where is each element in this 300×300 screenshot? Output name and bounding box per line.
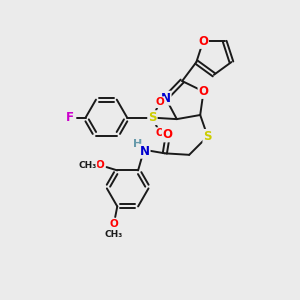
Text: O: O <box>96 160 104 170</box>
Text: F: F <box>66 111 74 124</box>
Text: N: N <box>161 92 171 105</box>
Text: O: O <box>155 97 164 107</box>
Text: S: S <box>203 130 212 143</box>
Text: O: O <box>199 85 208 98</box>
Text: O: O <box>163 128 173 141</box>
Text: O: O <box>198 35 208 48</box>
Text: N: N <box>140 145 150 158</box>
Text: O: O <box>155 128 164 138</box>
Text: CH₃: CH₃ <box>105 230 123 239</box>
Text: O: O <box>109 219 118 229</box>
Text: S: S <box>148 111 157 124</box>
Text: H: H <box>133 140 142 149</box>
Text: CH₃: CH₃ <box>78 160 97 169</box>
